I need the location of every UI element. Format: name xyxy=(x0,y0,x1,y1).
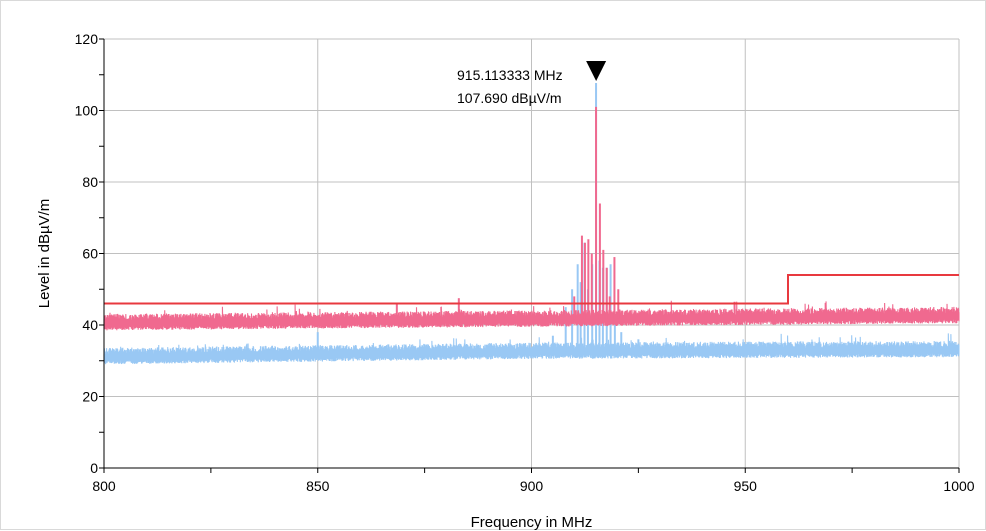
x-tick-label: 850 xyxy=(306,478,330,494)
y-tick-label: 0 xyxy=(90,460,98,476)
axes: 800 850 900 950 1000 0 20 40 60 80 100 120 xyxy=(75,31,975,494)
peak-trace xyxy=(103,106,960,331)
y-tick-label: 80 xyxy=(82,174,98,190)
peak-marker: 915.113333 MHz 107.690 dBµV/m xyxy=(457,61,607,106)
peak-noise xyxy=(103,300,960,331)
x-axis-title: Frequency in MHz xyxy=(471,514,593,531)
y-tick-label: 100 xyxy=(75,103,99,119)
y-tick-label: 120 xyxy=(75,31,99,47)
x-tick-label: 800 xyxy=(92,478,116,494)
marker-triangle-icon xyxy=(586,61,607,82)
marker-frequency-label: 915.113333 MHz xyxy=(457,67,563,83)
y-tick-label: 20 xyxy=(82,389,98,405)
y-tick-label: 40 xyxy=(82,317,98,333)
x-tick-label: 900 xyxy=(520,478,544,494)
x-tick-label: 950 xyxy=(734,478,758,494)
marker-level-label: 107.690 dBµV/m xyxy=(457,90,562,106)
y-tick-label: 60 xyxy=(82,246,98,262)
y-axis-title: Level in dBµV/m xyxy=(36,199,53,309)
limit-line xyxy=(104,273,959,305)
x-tick-label: 1000 xyxy=(943,478,974,494)
limit-polyline xyxy=(104,273,959,305)
average-noise xyxy=(103,333,960,365)
